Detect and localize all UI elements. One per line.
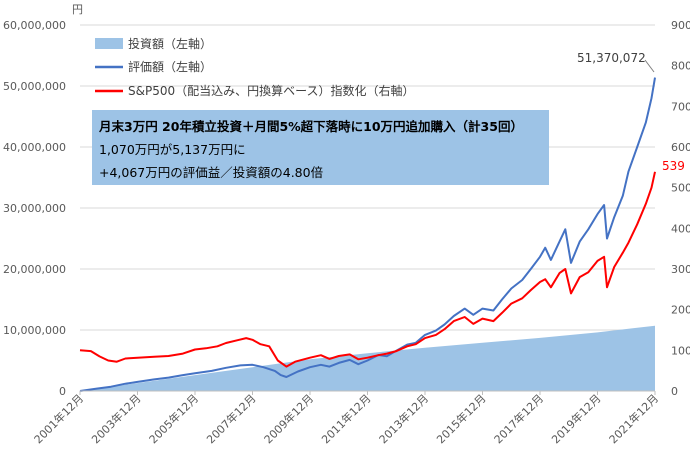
legend-label-sp500: S&P500（配当込み、円換算ベース）指数化（右軸） (128, 83, 415, 98)
x-axis-tick-label: 2005年12月 (146, 391, 201, 446)
x-axis-tick-label: 2017年12月 (491, 391, 546, 446)
x-axis-tick-label: 2001年12月 (31, 391, 86, 446)
legend-label-investment: 投資額（左軸） (128, 36, 212, 51)
x-axis-tick-label: 2021年12月 (606, 391, 661, 446)
x-axis-tick-label: 2011年12月 (318, 391, 373, 446)
final-index-annotation: 539 (662, 159, 685, 173)
series-line-valuation (79, 77, 656, 392)
left-axis-tick-label: 40,000,000 (3, 141, 66, 154)
right-axis-tick-label: 900 (671, 19, 690, 32)
info-box-line3: +4,067万円の評価益／投資額の4.80倍 (99, 165, 323, 180)
y-unit-label: 円 (72, 3, 83, 16)
info-box: 月末3万円 20年積立投資＋月間5%超下落時に10万円追加購入（計35回） 1,… (92, 110, 549, 185)
left-axis-tick-label: 20,000,000 (3, 263, 66, 276)
final-value-leader-line (644, 59, 655, 73)
x-axis-tick-label: 2003年12月 (88, 391, 143, 446)
left-axis-tick-label: 60,000,000 (3, 19, 66, 32)
right-axis-tick-label: 400 (671, 222, 690, 235)
right-axis-tick-label: 100 (671, 344, 690, 357)
right-axis-tick-label: 700 (671, 100, 690, 113)
info-box-line2: 1,070万円が5,137万円に (99, 142, 246, 157)
right-axis-tick-label: 500 (671, 182, 690, 195)
right-axis-tick-label: 800 (671, 60, 690, 73)
right-axis-tick-label: 600 (671, 141, 690, 154)
x-axis-tick-label: 2019年12月 (548, 391, 603, 446)
x-axis-tick-label: 2007年12月 (203, 391, 258, 446)
left-axis-tick-label: 50,000,000 (3, 80, 66, 93)
series-line-sp500 (79, 171, 656, 368)
final-value-annotation: 51,370,072 (577, 51, 646, 65)
x-axis-tick-label: 2009年12月 (261, 391, 316, 446)
left-axis-tick-label: 30,000,000 (3, 202, 66, 215)
legend: 投資額（左軸） 評価額（左軸） S&P500（配当込み、円換算ベース）指数化（右… (95, 36, 415, 98)
x-axis-tick-label: 2015年12月 (433, 391, 488, 446)
legend-swatch-investment (95, 38, 123, 49)
info-box-line1: 月末3万円 20年積立投資＋月間5%超下落時に10万円追加購入（計35回） (98, 119, 523, 134)
right-axis-tick-label: 300 (671, 263, 690, 276)
right-axis-tick-label: 0 (671, 385, 678, 398)
series-layer (79, 77, 656, 392)
x-axis-tick-label: 2013年12月 (376, 391, 431, 446)
legend-label-valuation: 評価額（左軸） (128, 59, 212, 74)
right-axis-tick-label: 200 (671, 304, 690, 317)
info-box-background (92, 110, 549, 185)
left-axis-tick-label: 10,000,000 (3, 324, 66, 337)
left-axis-tick-label: 0 (59, 385, 66, 398)
